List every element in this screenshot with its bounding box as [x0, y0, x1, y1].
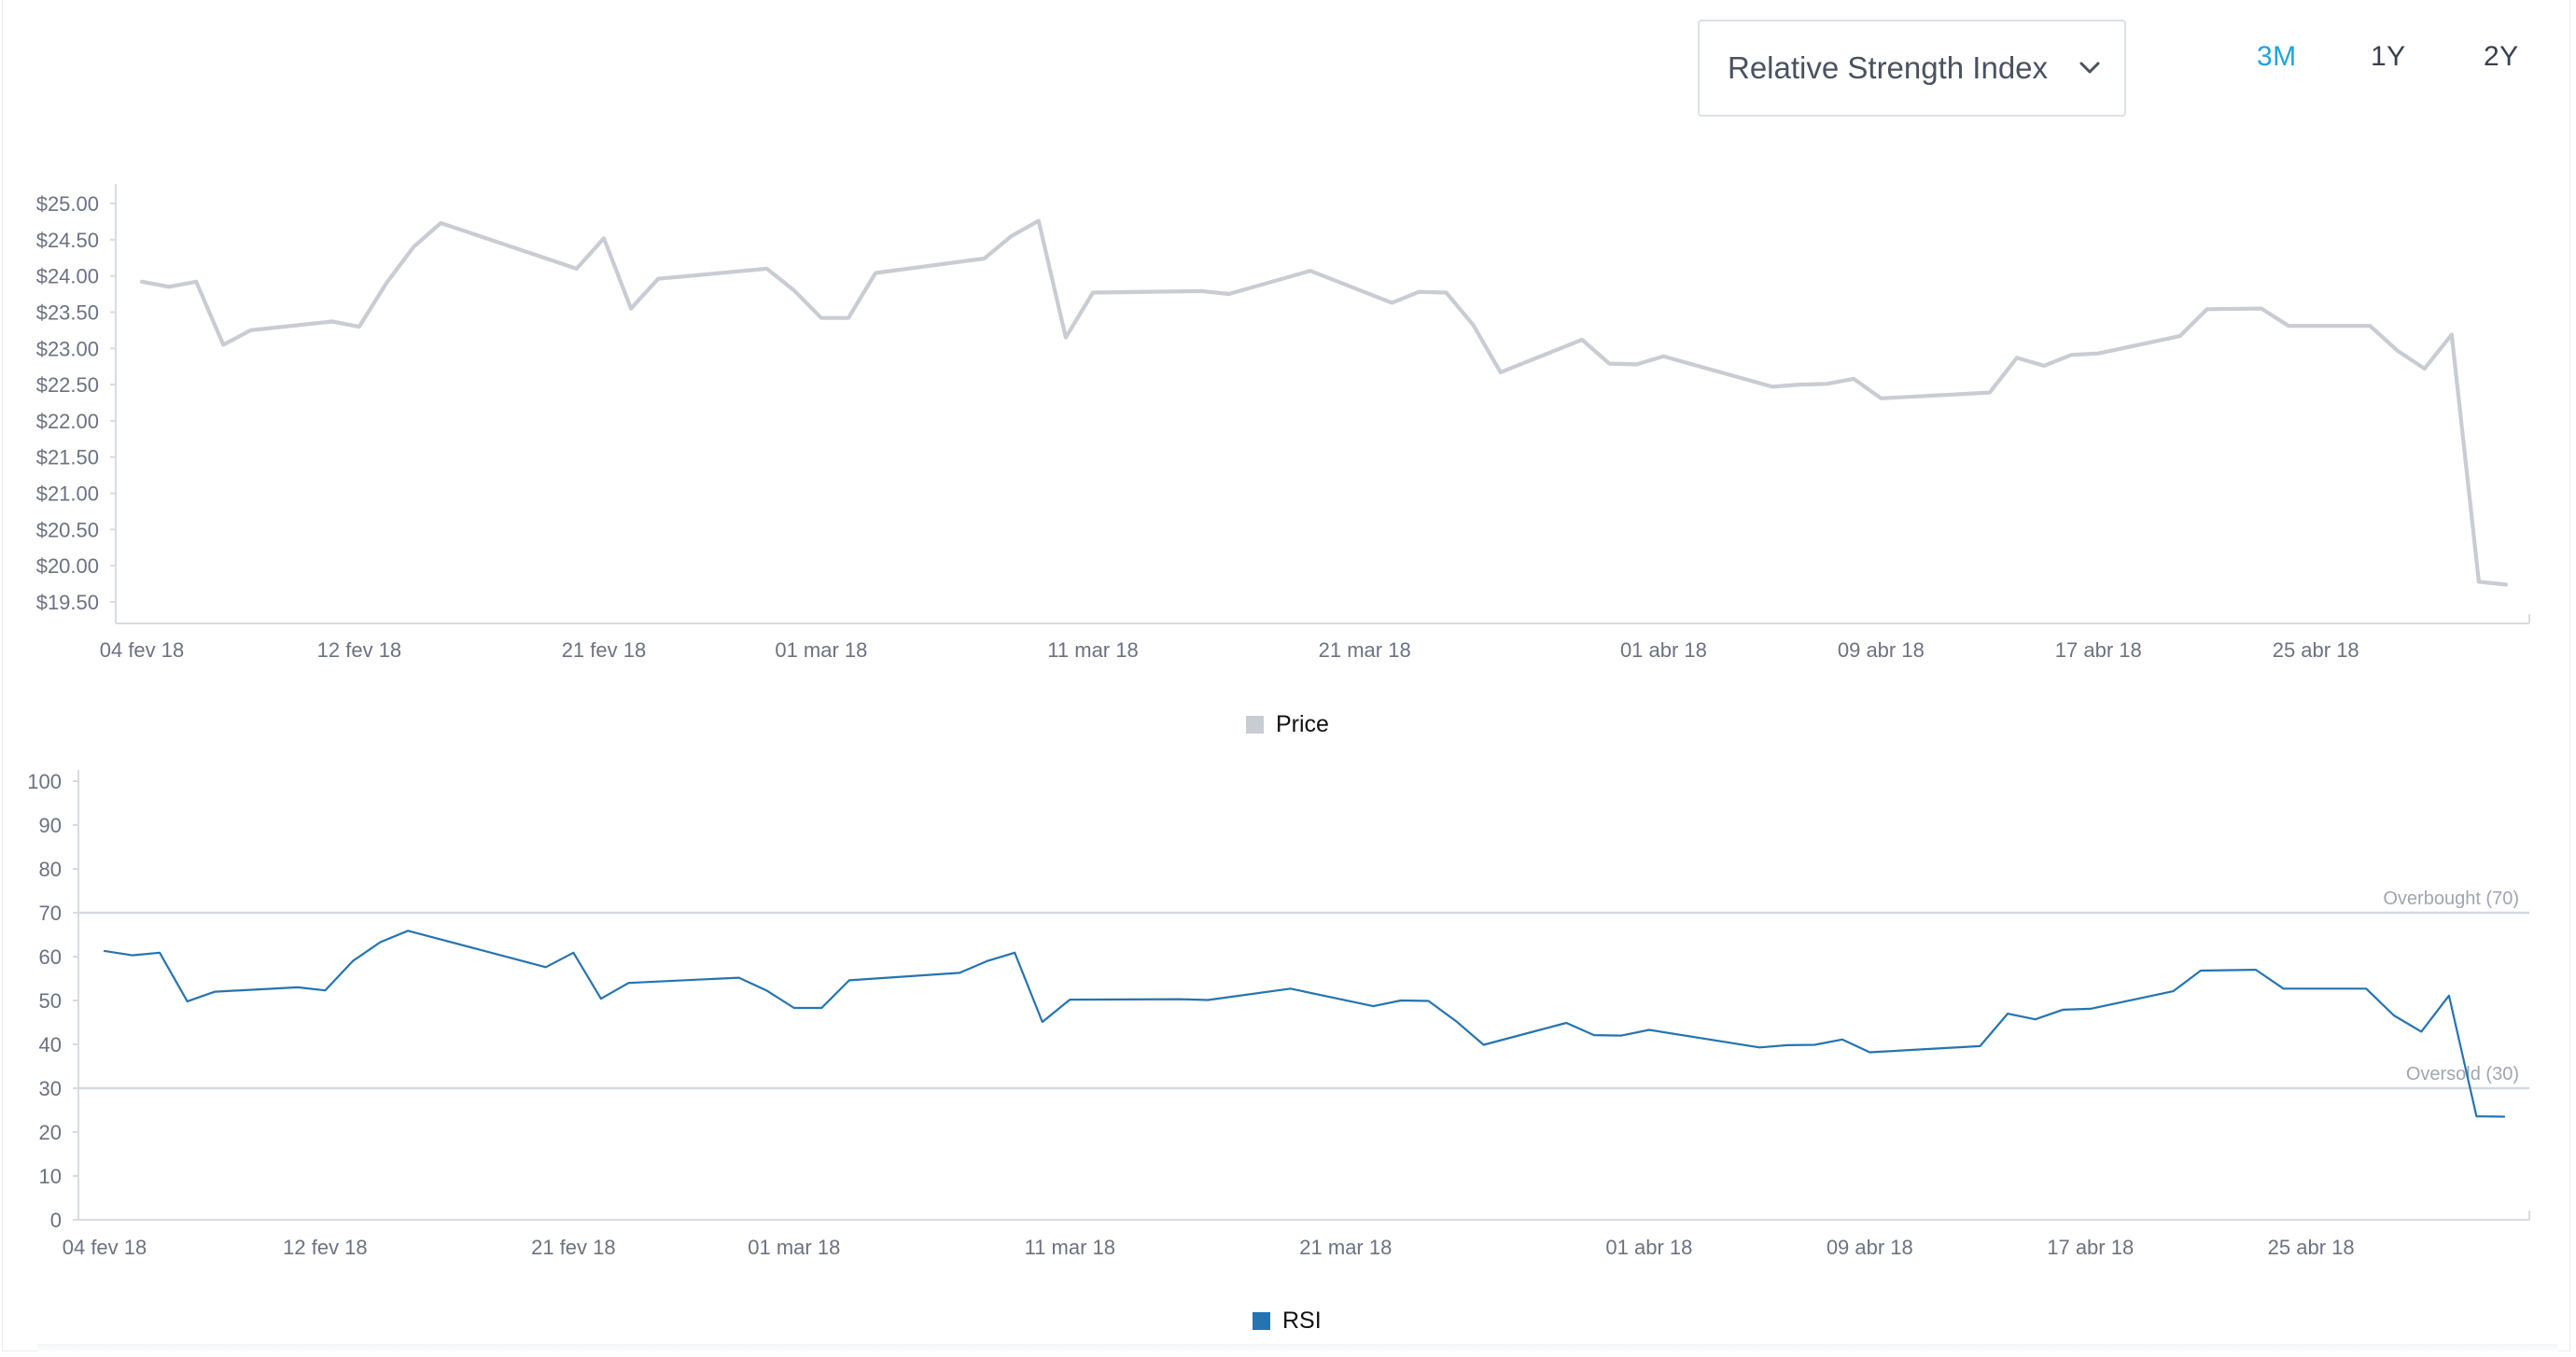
- rsi-y-tick-label: 60: [39, 945, 62, 969]
- chevron-down-icon: [2079, 62, 2100, 74]
- price-y-tick-label: $20.00: [36, 554, 99, 578]
- price-legend[interactable]: Price: [1246, 711, 1329, 738]
- price-legend-label: Price: [1276, 711, 1329, 737]
- price-y-tick-label: $20.50: [36, 518, 99, 541]
- indicator-dropdown[interactable]: Relative Strength Index: [1698, 20, 2126, 117]
- rsi-x-tick-label: 17 abr 18: [2047, 1236, 2134, 1259]
- rsi-x-tick-label: 11 mar 18: [1025, 1236, 1115, 1259]
- price-y-tick-label: $23.50: [36, 301, 99, 324]
- rsi-x-tick-label: 21 fev 18: [531, 1236, 616, 1259]
- rsi-y-tick-label: 50: [39, 989, 62, 1013]
- price-y-tick-label: $23.00: [36, 337, 99, 360]
- price-x-tick-label: 11 mar 18: [1047, 638, 1138, 662]
- rsi-x-tick-label: 25 abr 18: [2268, 1236, 2355, 1259]
- price-x-tick-label: 12 fev 18: [317, 638, 402, 662]
- price-x-tick-label: 01 mar 18: [775, 638, 867, 662]
- rsi-series-line: [103, 930, 2506, 1118]
- price-y-tick-label: $25.00: [36, 192, 99, 216]
- rsi-x-tick-label: 01 mar 18: [748, 1236, 840, 1259]
- price-legend-swatch: [1246, 716, 1264, 734]
- rsi-x-tick-label: 09 abr 18: [1827, 1236, 1913, 1259]
- rsi-x-tick-label: 01 abr 18: [1605, 1236, 1692, 1259]
- range-2y-button[interactable]: 2Y: [2484, 41, 2519, 72]
- rsi-x-tick-label: 12 fev 18: [283, 1236, 368, 1259]
- range-1y-button[interactable]: 1Y: [2371, 41, 2406, 72]
- price-x-tick-label: 21 mar 18: [1319, 638, 1411, 662]
- rsi-legend-label: RSI: [1282, 1308, 1322, 1334]
- rsi-y-tick-label: 20: [39, 1121, 62, 1144]
- reference-line-label: Oversold (30): [2406, 1064, 2519, 1084]
- range-3m-button[interactable]: 3M: [2257, 41, 2297, 72]
- rsi-y-tick-label: 10: [39, 1165, 62, 1188]
- price-y-tick-label: $24.00: [36, 265, 99, 288]
- rsi-legend-swatch: [1253, 1312, 1270, 1330]
- price-x-tick-label: 17 abr 18: [2055, 638, 2142, 662]
- price-y-tick-label: $21.50: [36, 446, 99, 469]
- rsi-y-tick-label: 0: [50, 1209, 62, 1232]
- rsi-y-tick-label: 70: [39, 902, 62, 925]
- rsi-x-tick-label: 21 mar 18: [1299, 1236, 1392, 1259]
- rsi-y-tick-label: 100: [27, 770, 62, 793]
- price-x-tick-label: 25 abr 18: [2273, 638, 2359, 662]
- price-y-tick-label: $19.50: [36, 591, 99, 614]
- rsi-y-tick-label: 40: [39, 1033, 62, 1056]
- price-x-tick-label: 21 fev 18: [562, 638, 647, 662]
- panel-bottom-shadow: [37, 1344, 2557, 1353]
- price-chart: $25.00 $24.50 $24.00 $23.50 $23.00 $22.50 $22.…: [36, 184, 2530, 662]
- rsi-y-tick-label: 90: [39, 814, 62, 837]
- price-y-tick-label: $22.00: [36, 410, 99, 433]
- price-x-tick-label: 01 abr 18: [1620, 638, 1707, 662]
- rsi-y-tick-label: 80: [39, 858, 62, 881]
- price-y-tick-label: $24.50: [36, 229, 99, 252]
- price-y-tick-label: $22.50: [36, 373, 99, 397]
- indicator-dropdown-label: Relative Strength Index: [1728, 50, 2049, 85]
- price-y-tick-label: $21.00: [36, 483, 99, 506]
- price-x-tick-label: 09 abr 18: [1838, 638, 1925, 662]
- price-series-line: [139, 218, 2509, 587]
- rsi-legend[interactable]: RSI: [1253, 1308, 1322, 1335]
- rsi-x-tick-label: 04 fev 18: [63, 1236, 147, 1259]
- price-x-tick-label: 04 fev 18: [100, 638, 185, 662]
- reference-line-label: Overbought (70): [2383, 888, 2519, 909]
- rsi-y-tick-label: 30: [39, 1077, 62, 1100]
